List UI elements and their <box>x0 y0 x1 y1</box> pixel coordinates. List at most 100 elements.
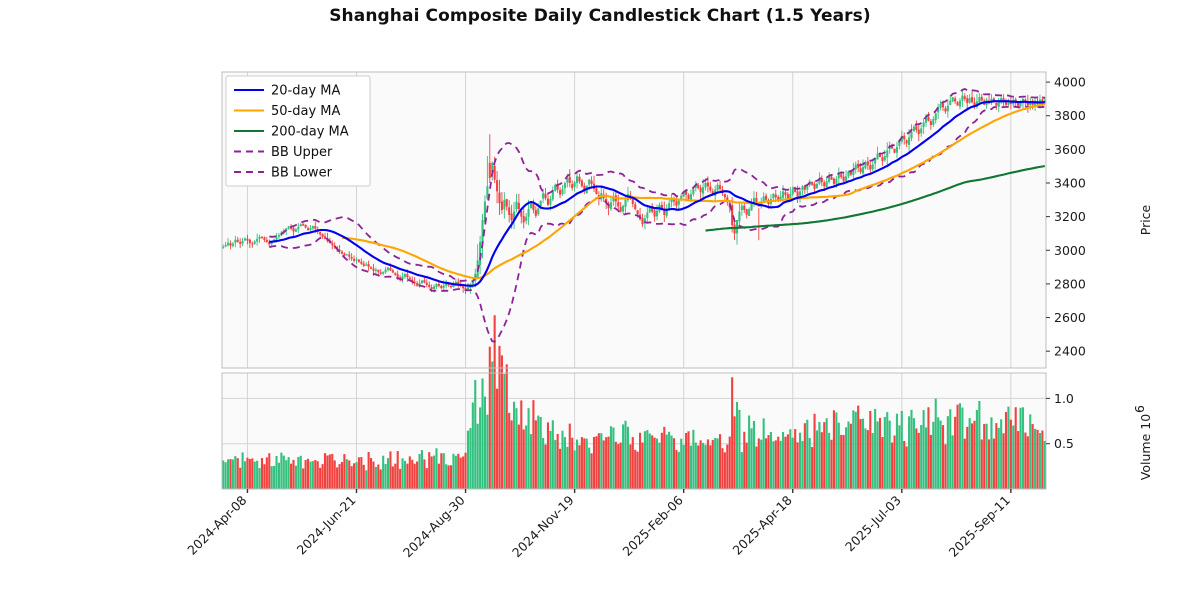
candle-body <box>922 122 925 128</box>
volume-bar <box>483 396 487 489</box>
volume-bar <box>757 438 760 489</box>
volume-bar <box>399 468 402 489</box>
candle-body <box>624 199 627 207</box>
volume-bar <box>294 465 297 489</box>
volume-bar <box>551 420 554 489</box>
volume-bar <box>823 422 826 489</box>
volume-series <box>222 315 1046 489</box>
volume-bar <box>668 431 671 489</box>
volume-bar <box>677 451 680 489</box>
candle-body <box>350 257 353 259</box>
candle-body <box>568 176 571 183</box>
volume-bar <box>888 420 891 489</box>
candle-body <box>891 144 894 149</box>
volume-bar <box>815 430 819 489</box>
candle-body <box>306 228 310 231</box>
volume-bar <box>726 444 729 489</box>
candle-body <box>852 169 855 175</box>
volume-bar <box>571 437 574 489</box>
volume-bar <box>1021 407 1025 489</box>
volume-bar <box>958 403 962 489</box>
volume-bar <box>1034 428 1037 489</box>
volume-bar <box>270 466 273 489</box>
volume-bar <box>336 467 339 489</box>
candle-body <box>794 189 797 193</box>
candle-body <box>384 269 387 273</box>
candle-body <box>871 164 874 170</box>
axes <box>221 71 1047 490</box>
candle-body <box>898 140 901 146</box>
volume-bar <box>1012 425 1015 489</box>
candle-body <box>878 154 882 157</box>
candle-body <box>828 176 831 182</box>
volume-bar <box>740 452 743 489</box>
volume-bar <box>602 440 605 489</box>
candle-body <box>861 167 865 174</box>
candle-body <box>796 191 799 197</box>
candle-body <box>251 243 254 245</box>
candle-body <box>663 208 666 215</box>
candle-body <box>745 209 748 215</box>
volume-bar <box>743 431 746 489</box>
candle-body <box>525 216 528 221</box>
candle-body <box>394 272 397 275</box>
volume-bar <box>508 412 511 489</box>
candle-body <box>980 96 983 101</box>
candle-body <box>406 274 409 278</box>
candle-body <box>699 187 702 193</box>
candle-body <box>563 183 566 189</box>
candle-body <box>854 164 857 170</box>
candle-body <box>825 181 828 188</box>
volume-bar <box>503 373 506 489</box>
volume-bar <box>714 437 717 489</box>
candle-body <box>462 286 465 289</box>
volume-bar <box>302 468 305 489</box>
volume-bar <box>1014 407 1017 489</box>
volume-bar <box>920 424 923 489</box>
volume-bar <box>243 461 247 489</box>
candle-body <box>944 108 947 112</box>
volume-bar <box>580 437 583 489</box>
volume-bar <box>723 452 726 489</box>
volume-bar <box>416 461 419 489</box>
candle-body <box>588 179 591 185</box>
volume-bar <box>704 444 707 489</box>
volume-bar <box>852 410 855 489</box>
candle-body <box>823 182 826 187</box>
candle-body <box>660 204 663 210</box>
candle-body <box>275 237 278 240</box>
volume-tick-labels: 0.5 1.0 <box>1046 391 1074 451</box>
volume-bar <box>542 437 545 489</box>
volume-bar <box>857 405 860 489</box>
bb-upper-line <box>269 88 1045 283</box>
legend-label-1: 50-day MA <box>271 104 340 119</box>
volume-bar <box>978 400 981 489</box>
volume-bar <box>256 460 259 489</box>
volume-bar <box>670 435 673 489</box>
volume-bar <box>559 448 562 489</box>
candle-body <box>811 182 814 185</box>
candle-body <box>454 281 457 285</box>
volume-bar <box>893 435 896 489</box>
candle-body <box>685 190 688 195</box>
candle-body <box>847 171 850 177</box>
candle-body <box>532 202 535 210</box>
volume-bar <box>735 401 739 489</box>
volume-bar <box>910 409 913 489</box>
volume-bar <box>835 412 838 489</box>
volume-bar <box>614 441 617 489</box>
volume-bar <box>1026 436 1029 489</box>
volume-bar <box>372 461 375 489</box>
legend-label-2: 200-day MA <box>271 125 349 140</box>
candle-body <box>672 198 676 202</box>
candle-body <box>915 126 918 131</box>
candle-body <box>651 205 654 212</box>
candle-body <box>537 208 540 215</box>
volume-bar <box>479 407 482 489</box>
volume-bar <box>430 456 433 489</box>
candle-body <box>832 178 835 184</box>
volume-bar <box>251 458 254 489</box>
volume-bar <box>544 444 547 489</box>
volume-bar <box>781 431 785 489</box>
candle-body <box>413 281 416 284</box>
